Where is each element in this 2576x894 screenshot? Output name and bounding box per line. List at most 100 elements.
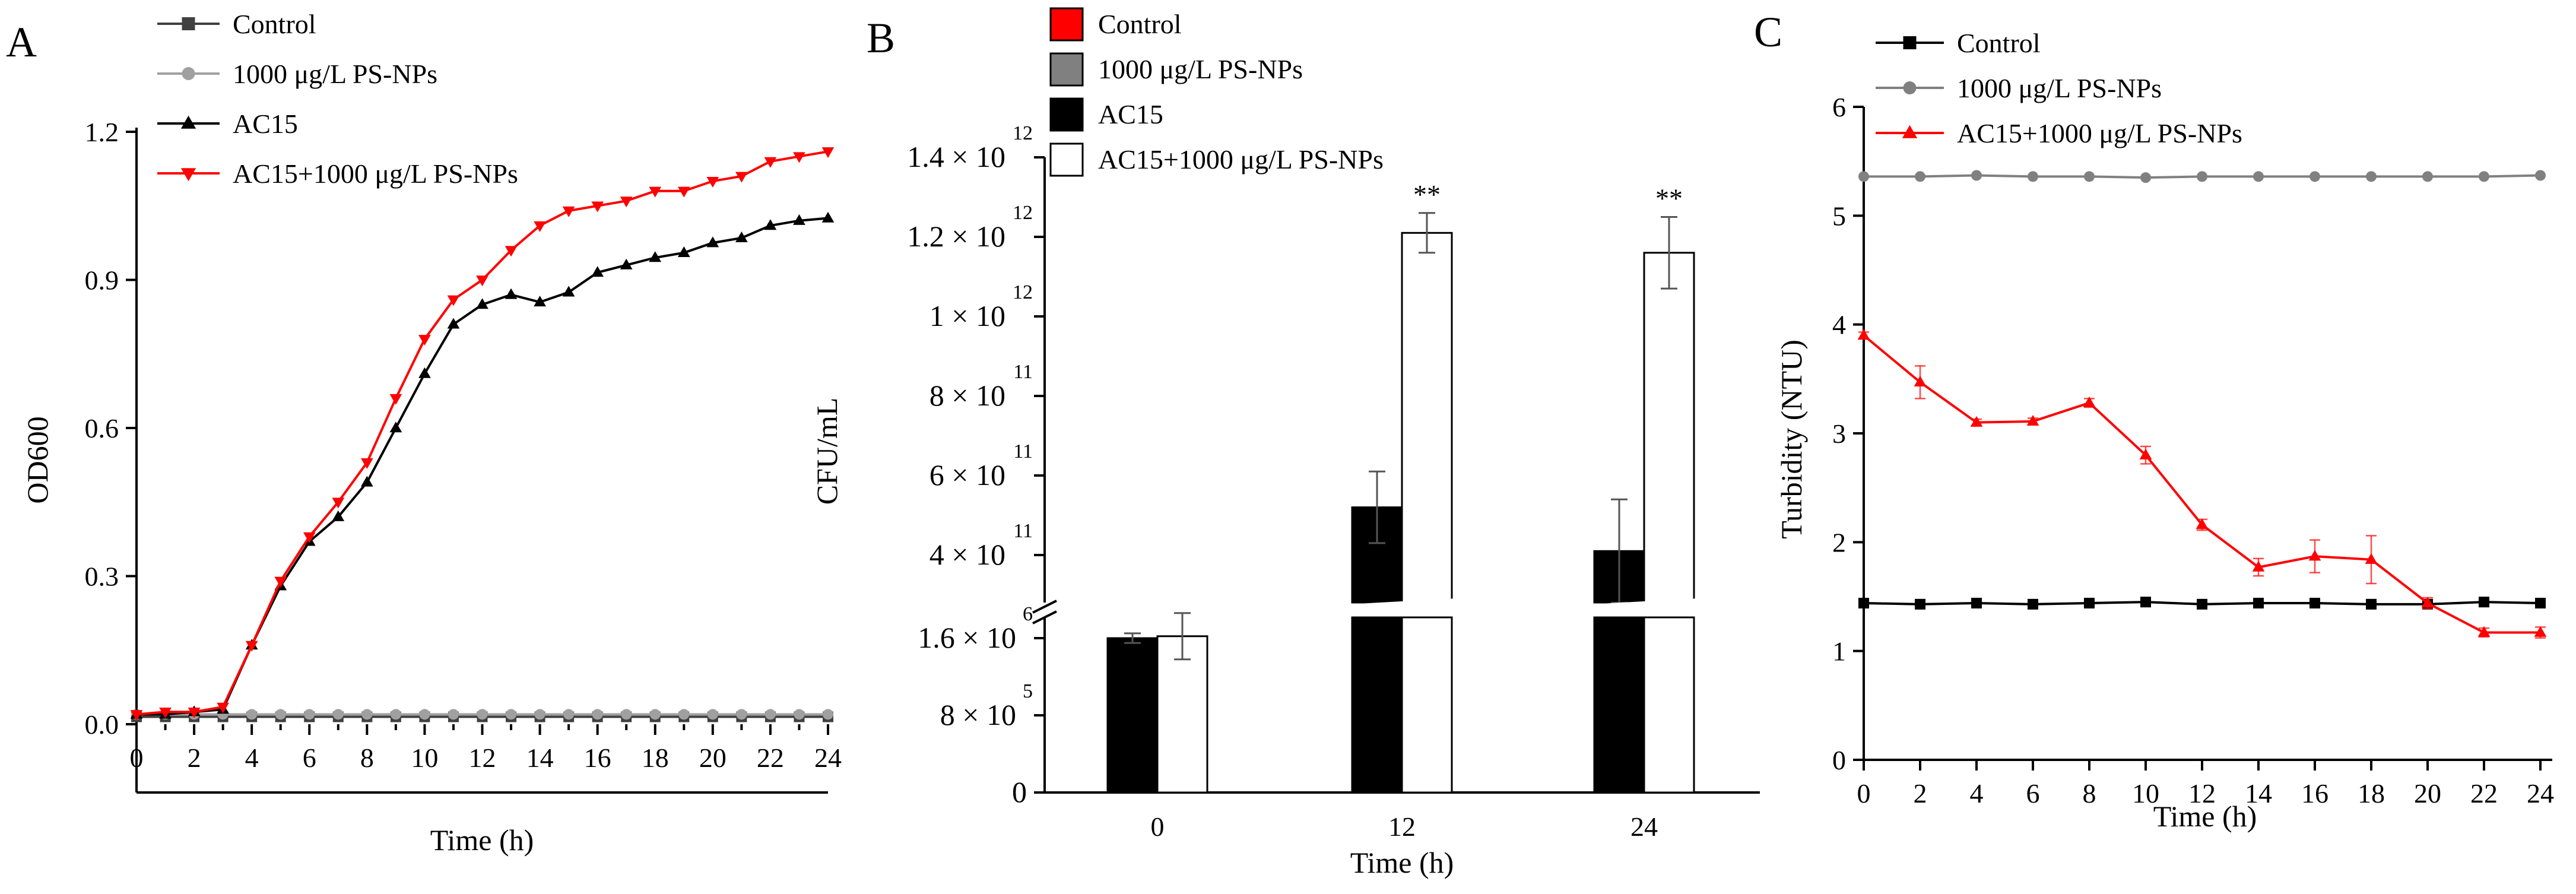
bar-ac15-1000-g-l-ps-nps-24-significance: **	[1655, 183, 1683, 214]
panel-a-axes	[135, 128, 828, 794]
panel-b-y-tick-upper-5-label: 1.4 × 10	[907, 140, 1005, 173]
point-control-2	[1971, 598, 1982, 608]
panel-a-x-tick-label-4: 8	[360, 743, 374, 773]
panel-c-x-tick-label-0: 0	[1857, 778, 1871, 809]
point-ac15-17	[620, 258, 633, 270]
point-ac15-1000-g-l-ps-nps-22	[764, 157, 777, 168]
panel-a-x-tick-label-0: 0	[130, 743, 144, 773]
panel-c-x-tick-label-6: 12	[2188, 778, 2216, 809]
panel-a-x-label: Time (h)	[430, 823, 534, 857]
panel-c-y-tick-label-2: 2	[1832, 527, 1846, 557]
point-ac15-1000-g-l-ps-nps-11	[447, 295, 460, 306]
point-1000-g-l-ps-nps-22	[764, 709, 776, 720]
legend-label-control: Control	[1098, 9, 1182, 39]
point-ac15-13	[505, 288, 518, 299]
legend-swatch-ac15	[1049, 97, 1084, 132]
series-ac15-1000-g-l-ps-nps	[130, 147, 835, 721]
point-ac15-22	[764, 219, 777, 230]
series-line-ac15	[137, 217, 829, 716]
point-ac15-10	[418, 367, 431, 378]
point-1000-g-l-ps-nps-10	[419, 709, 430, 720]
panel-a-y-tick-label-1: 0.3	[85, 562, 119, 592]
point-ac15-1000-g-l-ps-nps-0	[130, 710, 143, 721]
panel-b-x-ticks: 0 12 24	[1151, 811, 1658, 842]
point-control-0	[1858, 598, 1869, 608]
point-ac15-11	[447, 318, 460, 329]
panel-a-legend: Control 1000 μg/L PS-NPs AC15 AC15+1000 μg/…	[157, 9, 518, 189]
panel-c-x-tick-label-9: 18	[2358, 778, 2385, 809]
point-control-12	[2535, 598, 2546, 608]
panel-a-x-tick-label-9: 18	[642, 743, 669, 773]
panel-c-x-tick-label-3: 6	[2026, 778, 2040, 809]
series-ac15-1000-g-l-ps-nps	[1857, 329, 2547, 639]
point-1000-g-l-ps-nps-5	[275, 709, 286, 720]
panel-b-y-tick-upper-3-label: 1 × 10	[929, 299, 1005, 332]
point-1000-g-l-ps-nps-17	[621, 709, 632, 720]
point-ac15-1000-g-l-ps-nps-12	[2534, 626, 2547, 637]
panel-a-x-tick-label-8: 16	[584, 743, 611, 773]
point-ac15-23	[793, 214, 805, 225]
point-ac15-15	[562, 286, 575, 297]
point-ac15-1000-g-l-ps-nps-11	[2477, 626, 2491, 637]
point-ac15-1000-g-l-ps-nps-15	[562, 206, 575, 217]
point-1000-g-l-ps-nps-4	[2084, 171, 2095, 182]
panel-b-x-tick-label-2: 24	[1630, 811, 1658, 842]
legend-label-control: Control	[1957, 28, 2041, 58]
panel-b-y-tick-upper-4-label: 1.2 × 10	[907, 220, 1005, 253]
bar-ac15-1000-g-l-ps-nps-12-significance: **	[1413, 179, 1441, 210]
point-1000-g-l-ps-nps-6	[304, 709, 315, 720]
panel-b-y-tick-upper-2-exponent: 11	[1013, 361, 1033, 383]
panel-b-y-label: CFU/mL	[810, 398, 843, 505]
series-1000-g-l-ps-nps	[131, 709, 833, 720]
bar-ac15-1000-g-l-ps-nps-12-upper	[1401, 232, 1453, 604]
point-ac15-1000-g-l-ps-nps-8	[360, 458, 373, 470]
panel-b-y-tick-upper-5-exponent: 12	[1013, 122, 1033, 144]
point-ac15-1000-g-l-ps-nps-14	[534, 221, 546, 232]
point-control-8	[2309, 598, 2320, 608]
point-ac15-7	[332, 510, 345, 521]
legend-marker-ac15	[180, 115, 196, 129]
panel-c-x-tick-label-2: 4	[1970, 778, 1984, 809]
panel-a-x-tick-label-7: 14	[526, 743, 554, 773]
bar-break-slash-24	[1589, 598, 1699, 610]
panel-c-x-ticks: 0 2 4 6 8 10 12 14 16 18 20 22 24	[1857, 760, 2554, 809]
bar-ac15-0	[1106, 637, 1159, 794]
point-control-9	[2366, 598, 2377, 610]
point-control-7	[2253, 598, 2264, 608]
panel-a: A 0 2 4 6 8 10 12 14 16 18 20 22 24 0.00.30.60.91.2 …	[6, 9, 842, 857]
panel-b-x-tick-label-1: 12	[1388, 811, 1416, 842]
point-ac15-1000-g-l-ps-nps-23	[793, 152, 805, 163]
panel-a-series	[130, 147, 835, 722]
panel-a-x-tick-label-11: 22	[757, 743, 784, 773]
point-ac15-12	[476, 298, 488, 309]
point-ac15-1000-g-l-ps-nps-10	[2421, 597, 2434, 608]
series-1000-g-l-ps-nps	[1858, 170, 2546, 183]
panel-c-x-tick-label-5: 10	[2132, 778, 2159, 809]
panel-c-x-tick-label-11: 22	[2470, 778, 2498, 809]
point-1000-g-l-ps-nps-6	[2197, 171, 2207, 182]
panel-a-y-tick-label-2: 0.6	[85, 413, 119, 443]
point-1000-g-l-ps-nps-10	[2422, 171, 2433, 182]
legend-label-1000-g-l-ps-nps: 1000 μg/L PS-NPs	[1957, 73, 2162, 103]
point-ac15-1000-g-l-ps-nps-13	[505, 246, 518, 257]
panel-b-y-ticks: 0 8 × 10 5 1.6 × 10 6 4 × 10 11 6 × 10 11 8 × 10 1…	[907, 122, 1045, 809]
point-ac15-1000-g-l-ps-nps-8	[2308, 550, 2321, 561]
point-1000-g-l-ps-nps-4	[246, 709, 258, 720]
legend-marker-control	[1903, 36, 1917, 49]
point-1000-g-l-ps-nps-8	[2309, 171, 2320, 182]
panel-b-y-tick-lower-2-label: 1.6 × 10	[918, 621, 1016, 654]
point-ac15-16	[591, 266, 604, 277]
point-1000-g-l-ps-nps-9	[2366, 171, 2377, 182]
panel-c-y-tick-label-3: 3	[1832, 419, 1846, 449]
panel-c-x-tick-label-12: 24	[2527, 778, 2554, 809]
point-ac15-1000-g-l-ps-nps-4	[245, 641, 258, 652]
panel-c-y-tick-label-4: 4	[1832, 310, 1846, 340]
point-1000-g-l-ps-nps-24	[823, 709, 833, 720]
point-ac15-1000-g-l-ps-nps-4	[2083, 396, 2096, 407]
panel-c-label: C	[1754, 8, 1782, 56]
legend-swatch-control	[1049, 7, 1084, 42]
point-1000-g-l-ps-nps-12	[2535, 170, 2546, 181]
panel-b-y-tick-upper-4-exponent: 12	[1013, 202, 1033, 224]
panel-a-y-tick-label-4: 1.2	[85, 117, 119, 147]
